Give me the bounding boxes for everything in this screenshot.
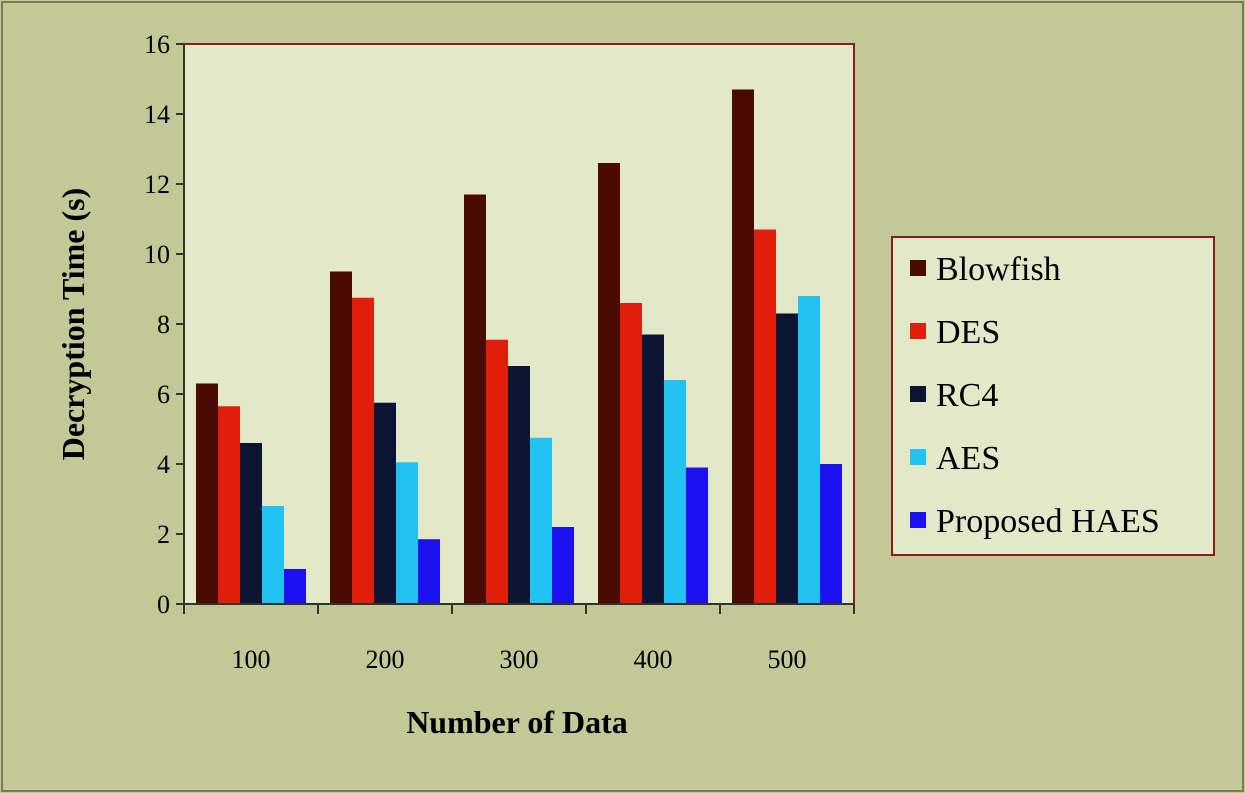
legend-box [891,236,1215,556]
bar-blowfish-200 [330,271,352,604]
bar-proposed-haes-400 [686,467,708,604]
legend-swatch [910,260,926,276]
bar-des-200 [352,297,374,604]
bar-aes-100 [262,506,284,604]
y-tick-label: 4 [157,450,170,479]
y-tick-label: 12 [144,170,170,199]
legend-swatch [910,386,926,402]
y-ticks-group: 0 2 4 6 8 10 12 14 16 [144,30,184,619]
bar-proposed-haes-500 [820,464,842,604]
y-tick-label: 6 [157,380,170,409]
x-tick-label: 100 [232,645,271,674]
bar-rc4-100 [240,443,262,604]
bar-blowfish-100 [196,383,218,604]
legend: Blowfish DES RC4 AES Proposed HAES [910,251,1160,540]
x-tick-label: 200 [366,645,405,674]
x-ticks-group: 100 200 300 400 500 [183,604,855,674]
y-tick-label: 2 [157,520,170,549]
y-tick-label: 14 [144,100,170,129]
bar-aes-400 [664,380,686,604]
y-tick-label: 0 [157,590,170,619]
x-tick-label: 500 [768,645,807,674]
bar-rc4-400 [642,334,664,604]
bar-proposed-haes-300 [552,527,574,604]
legend-swatch [910,323,926,339]
y-axis-title: Decryption Time (s) [55,188,91,461]
bar-proposed-haes-200 [418,539,440,604]
legend-label: DES [936,314,1000,351]
bar-blowfish-400 [598,163,620,604]
bar-des-500 [754,229,776,604]
bar-blowfish-300 [464,194,486,604]
x-tick-label: 400 [634,645,673,674]
bar-rc4-200 [374,402,396,604]
bar-blowfish-500 [732,89,754,604]
y-tick-label: 10 [144,240,170,269]
x-axis-title: Number of Data [406,704,628,740]
bar-rc4-300 [508,366,530,604]
bar-aes-300 [530,437,552,604]
bar-aes-200 [396,462,418,604]
bars-group [196,89,842,604]
legend-swatch [910,512,926,528]
bar-proposed-haes-100 [284,569,306,604]
legend-label: Blowfish [936,251,1061,288]
bar-des-100 [218,406,240,604]
y-tick-label: 16 [144,30,170,59]
legend-label: RC4 [936,377,998,414]
legend-label: Proposed HAES [936,503,1160,540]
bar-aes-500 [798,296,820,604]
y-tick-label: 8 [157,310,170,339]
x-tick-label: 300 [500,645,539,674]
legend-label: AES [936,440,1000,477]
bar-des-300 [486,339,508,604]
bar-des-400 [620,303,642,604]
legend-swatch [910,449,926,465]
bar-rc4-500 [776,313,798,604]
